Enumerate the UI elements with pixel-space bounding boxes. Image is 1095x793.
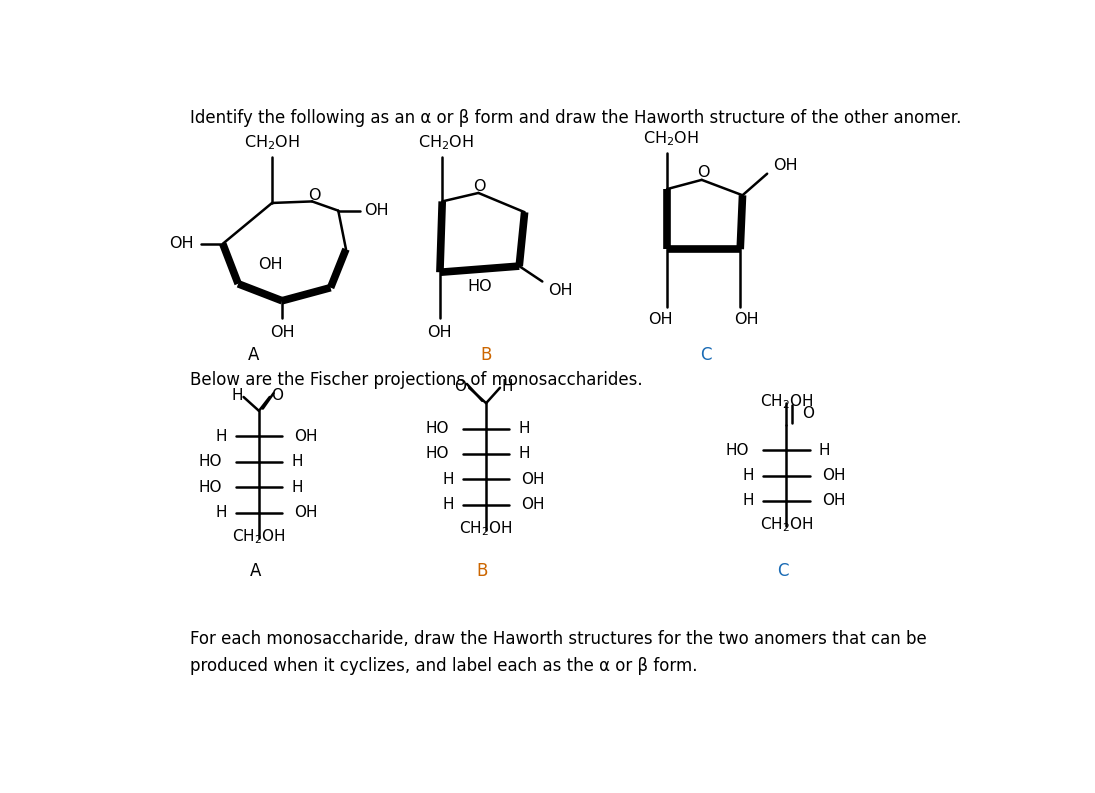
- Text: OH: OH: [295, 505, 318, 520]
- Text: OH: OH: [822, 468, 845, 483]
- Text: OH: OH: [773, 159, 798, 174]
- Text: CH$_2$OH: CH$_2$OH: [760, 515, 814, 534]
- Text: Below are the Fischer projections of monosaccharides.: Below are the Fischer projections of mon…: [189, 371, 643, 389]
- Text: C: C: [776, 562, 788, 580]
- Text: H: H: [518, 446, 530, 462]
- Text: B: B: [481, 347, 492, 365]
- Text: OH: OH: [169, 236, 194, 251]
- Text: H: H: [742, 468, 754, 483]
- Text: O: O: [698, 166, 710, 181]
- Text: O: O: [454, 379, 466, 393]
- Text: OH: OH: [365, 203, 389, 218]
- Text: C: C: [700, 347, 712, 365]
- Text: H: H: [291, 480, 303, 495]
- Text: HO: HO: [726, 442, 749, 458]
- Text: H: H: [518, 421, 530, 436]
- Text: H: H: [215, 429, 227, 444]
- Text: OH: OH: [258, 257, 283, 272]
- Text: O: O: [308, 188, 321, 203]
- Text: A: A: [247, 347, 260, 365]
- Text: For each monosaccharide, draw the Haworth structures for the two anomers that ca: For each monosaccharide, draw the Hawort…: [189, 630, 926, 675]
- Text: OH: OH: [648, 312, 673, 328]
- Text: Identify the following as an α or β form and draw the Haworth structure of the o: Identify the following as an α or β form…: [189, 109, 961, 127]
- Text: H: H: [215, 505, 227, 520]
- Text: OH: OH: [269, 325, 295, 340]
- Text: H: H: [819, 442, 830, 458]
- Text: OH: OH: [521, 472, 545, 487]
- Text: O: O: [473, 178, 485, 193]
- Text: OH: OH: [734, 312, 759, 328]
- Text: CH$_2$OH: CH$_2$OH: [460, 519, 512, 538]
- Text: B: B: [476, 562, 488, 580]
- Text: O: O: [802, 407, 814, 421]
- Text: OH: OH: [521, 497, 545, 512]
- Text: OH: OH: [295, 429, 318, 444]
- Text: OH: OH: [822, 493, 845, 508]
- Text: CH$_2$OH: CH$_2$OH: [643, 130, 699, 148]
- Text: A: A: [250, 562, 261, 580]
- Text: CH$_2$OH: CH$_2$OH: [418, 133, 474, 152]
- Text: CH$_2$OH: CH$_2$OH: [232, 527, 286, 546]
- Text: HO: HO: [426, 421, 449, 436]
- Text: H: H: [742, 493, 754, 508]
- Text: CH$_2$OH: CH$_2$OH: [760, 393, 814, 411]
- Text: H: H: [291, 454, 303, 469]
- Text: HO: HO: [468, 278, 493, 293]
- Text: H: H: [442, 497, 453, 512]
- Text: HO: HO: [426, 446, 449, 462]
- Text: H: H: [502, 379, 514, 393]
- Text: OH: OH: [549, 283, 573, 298]
- Text: OH: OH: [428, 325, 452, 340]
- Text: H: H: [442, 472, 453, 487]
- Text: HO: HO: [198, 480, 222, 495]
- Text: CH$_2$OH: CH$_2$OH: [244, 133, 300, 152]
- Text: HO: HO: [198, 454, 222, 469]
- Text: H: H: [232, 388, 243, 403]
- Text: O: O: [272, 388, 284, 403]
